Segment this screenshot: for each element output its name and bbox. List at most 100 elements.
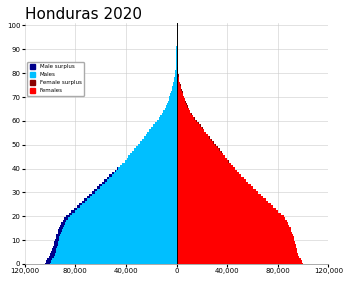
Bar — [105, 182, 176, 184]
Bar — [176, 98, 184, 101]
Bar — [176, 81, 180, 84]
Bar — [176, 86, 181, 89]
Bar — [163, 110, 176, 112]
Legend: Male surplus, Males, Female surplus, Females: Male surplus, Males, Female surplus, Fem… — [27, 62, 84, 96]
Bar — [176, 94, 183, 96]
Bar — [176, 158, 226, 160]
Bar — [166, 105, 176, 108]
Bar — [87, 198, 176, 201]
Bar — [176, 182, 248, 184]
Bar — [144, 136, 176, 139]
Bar — [176, 163, 231, 165]
Bar — [92, 191, 95, 194]
Bar — [138, 144, 176, 146]
Bar — [60, 237, 176, 239]
Bar — [82, 203, 176, 205]
Bar — [176, 134, 208, 136]
Bar — [151, 127, 176, 129]
Bar — [200, 124, 201, 127]
Bar — [176, 146, 217, 148]
Bar — [176, 251, 298, 253]
Bar — [176, 213, 281, 215]
Bar — [120, 165, 176, 167]
Bar — [110, 175, 112, 177]
Bar — [176, 160, 229, 163]
Bar — [100, 186, 176, 189]
Bar — [168, 101, 176, 103]
Bar — [104, 179, 107, 182]
Bar — [71, 210, 75, 213]
Bar — [176, 191, 258, 194]
Bar — [169, 98, 176, 101]
Bar — [66, 215, 70, 217]
Bar — [164, 108, 176, 110]
Bar — [107, 177, 110, 179]
Bar — [56, 251, 176, 253]
Bar — [47, 258, 52, 260]
Bar — [75, 210, 176, 213]
Bar — [62, 229, 176, 232]
Bar — [176, 253, 298, 255]
Bar — [176, 244, 295, 246]
Bar — [176, 79, 179, 81]
Bar — [94, 189, 97, 191]
Bar — [176, 74, 178, 77]
Bar — [226, 158, 227, 160]
Bar — [176, 217, 286, 220]
Bar — [80, 205, 176, 208]
Bar — [176, 60, 177, 62]
Bar — [221, 151, 222, 153]
Bar — [176, 110, 190, 112]
Bar — [53, 246, 57, 248]
Bar — [182, 91, 183, 94]
Bar — [85, 201, 176, 203]
Bar — [82, 201, 85, 203]
Bar — [176, 222, 288, 225]
Bar — [54, 241, 58, 244]
Bar — [176, 189, 256, 191]
Bar — [61, 222, 65, 225]
Bar — [174, 79, 176, 81]
Bar — [176, 58, 177, 60]
Bar — [125, 160, 176, 163]
Bar — [198, 122, 199, 124]
Bar — [55, 253, 176, 255]
Text: Honduras 2020: Honduras 2020 — [25, 7, 142, 22]
Bar — [217, 146, 218, 148]
Bar — [99, 184, 103, 186]
Bar — [176, 155, 225, 158]
Bar — [176, 141, 213, 144]
Bar — [132, 151, 176, 153]
Bar — [176, 232, 292, 234]
Bar — [89, 194, 92, 196]
Bar — [58, 241, 176, 244]
Bar — [49, 255, 54, 258]
Bar — [110, 177, 176, 179]
Bar — [51, 251, 56, 253]
Bar — [95, 191, 176, 194]
Bar — [56, 237, 60, 239]
Bar — [176, 184, 251, 186]
Bar — [176, 229, 291, 232]
Bar — [174, 77, 176, 79]
Bar — [196, 120, 197, 122]
Bar — [176, 84, 180, 86]
Bar — [60, 225, 64, 227]
Bar — [173, 84, 176, 86]
Bar — [176, 112, 191, 115]
Bar — [87, 196, 90, 198]
Bar — [176, 129, 204, 132]
Bar — [84, 198, 87, 201]
Bar — [172, 86, 176, 89]
Bar — [176, 124, 200, 127]
Bar — [176, 203, 271, 205]
Bar — [54, 244, 57, 246]
Bar — [130, 153, 176, 155]
Bar — [128, 155, 176, 158]
Bar — [176, 260, 302, 263]
Bar — [176, 248, 297, 251]
Bar — [122, 163, 176, 165]
Bar — [162, 112, 176, 115]
Bar — [194, 117, 195, 120]
Bar — [175, 70, 176, 72]
